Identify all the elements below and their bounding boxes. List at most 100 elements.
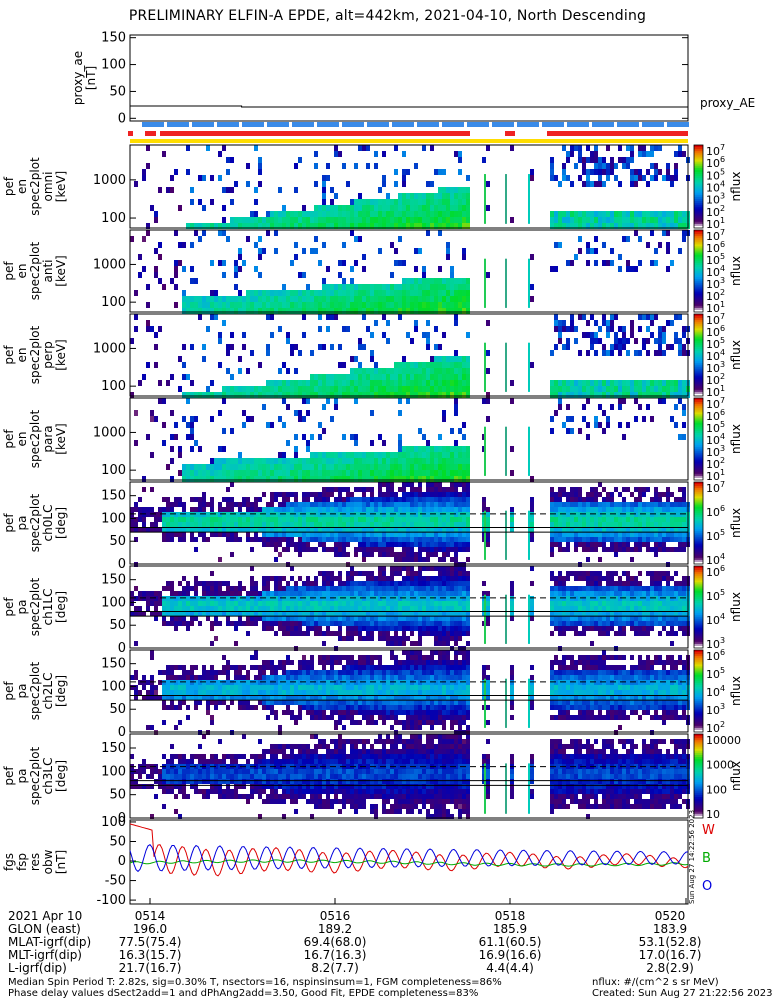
heatmap-cell: [410, 302, 414, 308]
heatmap-cell: [402, 476, 406, 482]
heatmap-cell: [466, 591, 470, 596]
heatmap-cell: [282, 527, 286, 532]
heatmap-cell: [306, 517, 310, 522]
heatmap-cell: [462, 446, 466, 452]
heatmap-cell: [350, 356, 354, 362]
status-bar-blue-segment: [242, 122, 264, 127]
heatmap-cell: [450, 611, 454, 616]
heatmap-cell: [370, 497, 374, 502]
heatmap-cell: [342, 308, 346, 314]
heatmap-cell: [302, 616, 306, 621]
status-bar-blue-segment: [167, 122, 189, 127]
heatmap-cell: [342, 601, 346, 606]
heatmap-cell: [222, 476, 226, 482]
heatmap-cell: [566, 386, 570, 392]
heatmap-cell: [438, 302, 442, 308]
heatmap-cell: [322, 308, 326, 314]
heatmap-cell: [298, 380, 302, 386]
heatmap-cell: [158, 380, 162, 386]
heatmap-cell: [530, 517, 534, 522]
colorbar-tick-label: 105: [706, 528, 725, 543]
heatmap-cell: [366, 616, 370, 621]
heatmap-cell: [334, 507, 338, 512]
heatmap-cell: [162, 537, 166, 542]
heatmap-stripe: [505, 510, 507, 560]
heatmap-cell: [242, 296, 246, 302]
heatmap-ytick-label: 1000: [93, 425, 126, 440]
heatmap-cell: [454, 290, 458, 296]
heatmap-cell: [414, 199, 418, 205]
heatmap-cell: [318, 374, 322, 380]
heatmap-cell: [390, 532, 394, 537]
heatmap-cell: [434, 356, 438, 362]
colorbar-swatch: [694, 165, 703, 169]
heatmap-cell: [346, 302, 350, 308]
heatmap-cell: [402, 522, 406, 527]
heatmap-cell: [310, 601, 314, 606]
heatmap-cell: [602, 428, 606, 434]
heatmap-cell: [630, 157, 634, 163]
heatmap-cell: [346, 631, 350, 636]
heatmap-cell: [238, 290, 242, 296]
heatmap-cell: [302, 512, 306, 517]
heatmap-cell: [366, 522, 370, 527]
heatmap-cell: [446, 458, 450, 464]
heatmap-cell: [418, 428, 422, 434]
heatmap-cell: [602, 344, 606, 350]
heatmap-cell: [670, 181, 674, 187]
heatmap-cell: [602, 497, 606, 502]
heatmap-cell: [626, 236, 630, 242]
heatmap-cell: [578, 616, 582, 621]
heatmap-cell: [430, 217, 434, 223]
heatmap-cell: [438, 492, 442, 497]
heatmap-cell: [274, 581, 278, 586]
heatmap-cell: [286, 502, 290, 507]
heatmap-cell: [642, 392, 646, 398]
heatmap-cell: [410, 631, 414, 636]
colorbar-swatch: [694, 316, 703, 319]
heatmap-cell: [434, 487, 438, 492]
heatmap-cell: [230, 532, 234, 537]
heatmap-cell: [218, 410, 222, 416]
heatmap-cell: [390, 591, 394, 596]
heatmap-cell: [246, 308, 250, 314]
heatmap-cell: [302, 507, 306, 512]
heatmap-cell: [426, 512, 430, 517]
heatmap-cell: [422, 332, 426, 338]
heatmap-cell: [274, 223, 278, 229]
heatmap-cell: [458, 470, 462, 476]
heatmap-cell: [254, 392, 258, 398]
heatmap-cell: [554, 621, 558, 626]
heatmap-cell: [414, 476, 418, 482]
heatmap-cell: [174, 596, 178, 601]
heatmap-cell: [454, 446, 458, 452]
heatmap-cell: [322, 193, 326, 199]
heatmap-cell: [634, 169, 638, 175]
heatmap-cell: [418, 470, 422, 476]
heatmap-cell: [146, 163, 150, 169]
heatmap-cell: [230, 601, 234, 606]
heatmap-cell: [362, 586, 366, 591]
heatmap-cell: [446, 199, 450, 205]
heatmap-cell: [178, 601, 182, 606]
heatmap-cell: [226, 187, 230, 193]
heatmap-cell: [414, 492, 418, 497]
heatmap-cell: [550, 571, 554, 576]
heatmap-cell: [326, 502, 330, 507]
heatmap-cell: [230, 199, 234, 205]
heatmap-cell: [326, 532, 330, 537]
heatmap-cell: [618, 344, 622, 350]
heatmap-cell: [190, 266, 194, 272]
heatmap-cell: [366, 470, 370, 476]
heatmap-cell: [174, 591, 178, 596]
heatmap-cell: [238, 586, 242, 591]
heatmap-cell: [598, 492, 602, 497]
heatmap-cell: [598, 422, 602, 428]
heatmap-cell: [182, 374, 186, 380]
heatmap-cell: [222, 392, 226, 398]
heatmap-cell: [462, 278, 466, 284]
heatmap-cell: [166, 596, 170, 601]
heatmap-cell: [630, 527, 634, 532]
heatmap-cell: [410, 199, 414, 205]
heatmap-cell: [266, 581, 270, 586]
